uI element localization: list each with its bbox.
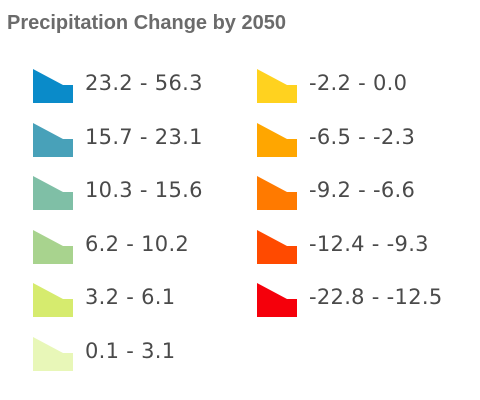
legend-title: Precipitation Change by 2050 bbox=[7, 12, 286, 34]
legend-swatch-shape bbox=[257, 229, 297, 264]
legend-item: 3.2 - 6.1 bbox=[28, 274, 248, 328]
legend-swatch bbox=[256, 282, 298, 318]
legend-swatch bbox=[32, 122, 74, 158]
legend-swatch-shape bbox=[33, 176, 73, 210]
legend-item: 0.1 - 3.1 bbox=[28, 328, 248, 382]
legend-label: 15.7 - 23.1 bbox=[85, 124, 203, 149]
legend-label: -9.2 - -6.6 bbox=[309, 178, 416, 202]
legend-item: -12.4 - -9.3 bbox=[252, 221, 472, 275]
legend-label: -6.5 - -2.3 bbox=[309, 124, 416, 149]
legend-swatch-shape bbox=[33, 122, 73, 157]
legend-column-left: 23.2 - 56.3 15.7 - 23.1 10.3 - 15.6 6.2 - 1… bbox=[28, 60, 248, 381]
legend-swatch bbox=[32, 175, 74, 211]
legend-item: 6.2 - 10.2 bbox=[28, 221, 248, 275]
legend-label: 10.3 - 15.6 bbox=[85, 178, 203, 202]
legend-swatch bbox=[256, 122, 298, 158]
legend-swatch-shape bbox=[257, 69, 297, 103]
legend-swatch-shape bbox=[257, 122, 297, 157]
legend-swatch bbox=[32, 282, 74, 318]
legend-item: -9.2 - -6.6 bbox=[252, 167, 472, 221]
legend-swatch bbox=[32, 336, 74, 372]
legend-swatch-shape bbox=[33, 229, 73, 264]
legend-label: 0.1 - 3.1 bbox=[85, 338, 176, 363]
legend-swatch-shape bbox=[33, 69, 73, 103]
legend-item: 10.3 - 15.6 bbox=[28, 167, 248, 221]
legend-label: -12.4 - -9.3 bbox=[309, 231, 429, 256]
legend-column-right: -2.2 - 0.0 -6.5 - -2.3 -9.2 - -6.6 -12.4 - … bbox=[252, 60, 472, 328]
legend-swatch bbox=[256, 175, 298, 211]
legend-item: 23.2 - 56.3 bbox=[28, 60, 248, 114]
legend-swatch-shape bbox=[257, 176, 297, 210]
legend-item: -2.2 - 0.0 bbox=[252, 60, 472, 114]
legend-item: -6.5 - -2.3 bbox=[252, 114, 472, 168]
legend-label: -22.8 - -12.5 bbox=[309, 285, 443, 309]
legend-label: 6.2 - 10.2 bbox=[85, 231, 190, 256]
legend-label: 23.2 - 56.3 bbox=[85, 71, 203, 95]
legend-item: -22.8 - -12.5 bbox=[252, 274, 472, 328]
legend-swatch bbox=[256, 68, 298, 104]
legend-swatch-shape bbox=[33, 336, 73, 371]
legend-swatch bbox=[32, 68, 74, 104]
legend-label: -2.2 - 0.0 bbox=[309, 71, 408, 95]
legend-item: 15.7 - 23.1 bbox=[28, 114, 248, 168]
legend-label: 3.2 - 6.1 bbox=[85, 285, 176, 309]
legend-swatch bbox=[32, 229, 74, 265]
legend-swatch-shape bbox=[33, 283, 73, 317]
legend-swatch bbox=[256, 229, 298, 265]
legend-swatch-shape bbox=[257, 283, 297, 317]
